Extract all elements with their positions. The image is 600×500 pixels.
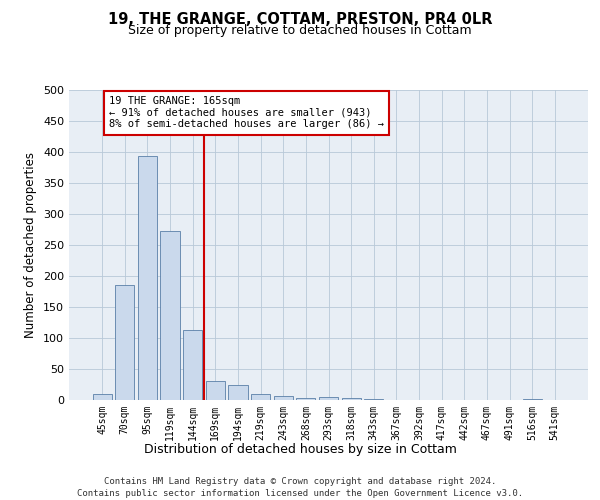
Bar [229,384,248,400]
Bar [138,156,157,400]
Text: 19, THE GRANGE, COTTAM, PRESTON, PR4 0LR: 19, THE GRANGE, COTTAM, PRESTON, PR4 0LR [108,12,492,28]
Bar [274,396,293,400]
Bar [183,330,202,400]
Text: Contains HM Land Registry data © Crown copyright and database right 2024.: Contains HM Land Registry data © Crown c… [104,478,496,486]
Text: Contains public sector information licensed under the Open Government Licence v3: Contains public sector information licen… [77,489,523,498]
Bar [341,398,361,400]
Bar [160,232,180,400]
Bar [206,382,225,400]
Bar [523,399,542,400]
Bar [115,286,134,400]
Bar [319,397,338,400]
Text: Distribution of detached houses by size in Cottam: Distribution of detached houses by size … [143,442,457,456]
Y-axis label: Number of detached properties: Number of detached properties [25,152,37,338]
Bar [251,394,270,400]
Text: Size of property relative to detached houses in Cottam: Size of property relative to detached ho… [128,24,472,37]
Text: 19 THE GRANGE: 165sqm
← 91% of detached houses are smaller (943)
8% of semi-deta: 19 THE GRANGE: 165sqm ← 91% of detached … [109,96,384,130]
Bar [296,398,316,400]
Bar [92,394,112,400]
